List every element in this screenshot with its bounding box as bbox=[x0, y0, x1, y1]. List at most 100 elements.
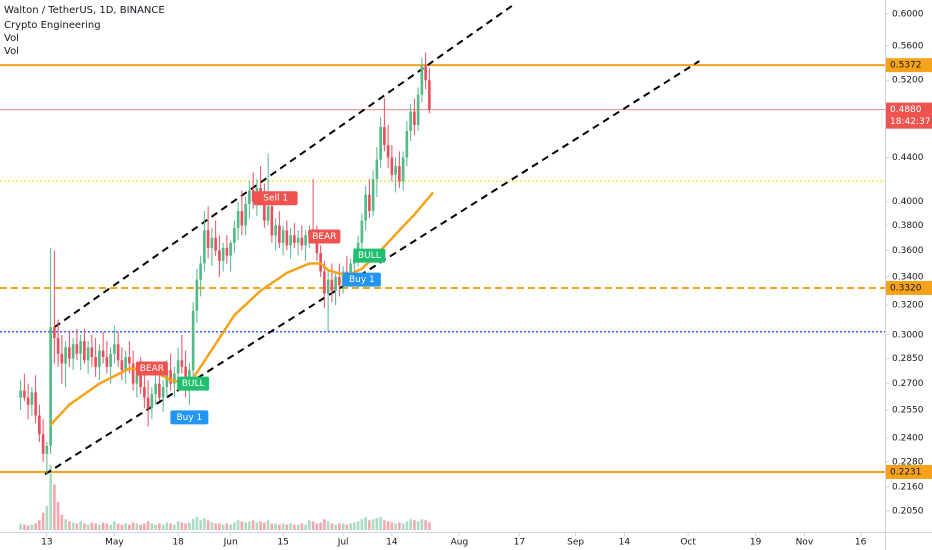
volume-bar bbox=[308, 520, 311, 530]
volume-bar bbox=[45, 506, 49, 530]
volume-bar bbox=[199, 520, 202, 530]
signal-box bbox=[177, 376, 210, 391]
volume-bar bbox=[274, 523, 277, 530]
candle-body bbox=[210, 237, 214, 248]
candle-body bbox=[289, 235, 292, 246]
volume-bar bbox=[371, 519, 375, 530]
candle-body bbox=[401, 157, 405, 182]
candle-body bbox=[270, 206, 274, 236]
x-tick-label: May bbox=[105, 538, 124, 548]
volume-bar bbox=[364, 517, 367, 530]
x-tick-label: Sep bbox=[567, 538, 584, 548]
volume-bar bbox=[420, 519, 424, 530]
candle-body bbox=[64, 347, 67, 364]
candle-body bbox=[169, 370, 172, 384]
signal-label: BULL bbox=[358, 251, 381, 261]
signal-box bbox=[170, 410, 209, 425]
candle-body bbox=[368, 194, 371, 212]
chart-title: Walton / TetherUS, 1D, BINANCE bbox=[4, 5, 165, 16]
signal-box bbox=[342, 272, 381, 287]
countdown-label: 18:42:37 bbox=[890, 117, 930, 127]
y-tick-label: 0.5600 bbox=[892, 41, 924, 51]
volume-bar bbox=[214, 523, 217, 530]
volume-bar bbox=[311, 521, 315, 530]
candle-body bbox=[278, 225, 281, 243]
volume-bar bbox=[218, 523, 221, 530]
volume-bar bbox=[120, 524, 124, 530]
y-tick-label: 0.3600 bbox=[892, 246, 924, 256]
volume-bar bbox=[184, 523, 187, 530]
candle-body bbox=[135, 373, 139, 384]
volume-bar bbox=[180, 522, 184, 530]
volume-bar bbox=[38, 520, 41, 530]
signal-label: Buy 1 bbox=[176, 413, 202, 423]
volume-bar bbox=[94, 523, 97, 530]
trend-line bbox=[53, 2, 517, 329]
candle-body bbox=[105, 356, 109, 367]
candle-body bbox=[424, 66, 427, 81]
candle-body bbox=[274, 225, 277, 236]
volume-bar bbox=[109, 524, 112, 530]
candle-body bbox=[109, 353, 112, 367]
signal-label: Sell 1 bbox=[263, 194, 288, 204]
candle-body bbox=[371, 179, 375, 212]
candle-body bbox=[360, 220, 364, 243]
volume-bar bbox=[53, 484, 56, 530]
candle-body bbox=[296, 237, 300, 243]
candle-body bbox=[128, 356, 131, 364]
volume-bar bbox=[105, 523, 109, 530]
volume-bar bbox=[169, 523, 172, 530]
x-tick-label: Aug bbox=[451, 538, 469, 548]
volume-bar bbox=[26, 525, 30, 530]
trend-line bbox=[44, 60, 700, 476]
candle-body bbox=[83, 341, 86, 361]
volume-bar bbox=[229, 524, 232, 530]
candle-body bbox=[180, 360, 184, 367]
candle-body bbox=[225, 247, 229, 256]
candle-body bbox=[248, 190, 251, 205]
volume-bar bbox=[113, 521, 116, 530]
candle-body bbox=[416, 94, 420, 126]
candle-body bbox=[236, 211, 240, 228]
volume-bar bbox=[233, 522, 236, 530]
y-tick-label: 0.4000 bbox=[892, 197, 924, 207]
y-tick-label: 0.4400 bbox=[892, 153, 924, 163]
y-tick-label: 0.3800 bbox=[892, 221, 924, 231]
candle-body bbox=[394, 166, 397, 175]
candle-body bbox=[23, 390, 26, 398]
volume-bar bbox=[394, 523, 397, 530]
volume-bar bbox=[124, 523, 127, 530]
volume-bar bbox=[150, 523, 154, 530]
volume-bar bbox=[128, 524, 131, 530]
candle-body bbox=[233, 227, 236, 243]
volume-bar bbox=[386, 521, 390, 530]
volume-bar bbox=[225, 523, 229, 530]
candle-body bbox=[53, 327, 56, 338]
volume-bar bbox=[173, 524, 176, 530]
volume-bar bbox=[428, 522, 431, 530]
candle-body bbox=[176, 360, 180, 374]
candle-body bbox=[34, 392, 37, 416]
candle-body bbox=[315, 237, 319, 254]
volume-bar bbox=[259, 521, 262, 530]
signal-box bbox=[253, 191, 298, 206]
candle-body bbox=[146, 397, 150, 409]
volume-bar bbox=[319, 522, 322, 530]
volume-bar bbox=[165, 522, 169, 530]
x-tick-label: Jul bbox=[337, 538, 349, 548]
candle-body bbox=[19, 390, 22, 398]
candle-body bbox=[79, 341, 82, 354]
candle-body bbox=[116, 344, 120, 361]
price-label: 0.2231 bbox=[890, 467, 922, 477]
volume-bar bbox=[195, 517, 199, 530]
volume-bar bbox=[131, 522, 135, 530]
price-label: 0.3320 bbox=[890, 283, 922, 293]
candle-body bbox=[281, 230, 285, 243]
candle-body bbox=[60, 353, 64, 364]
volume-bar bbox=[79, 521, 82, 530]
candle-body bbox=[266, 206, 270, 221]
volume-bar bbox=[86, 524, 90, 530]
candle-body bbox=[386, 145, 390, 158]
volume-bar bbox=[251, 520, 255, 530]
volume-bar bbox=[383, 520, 386, 530]
